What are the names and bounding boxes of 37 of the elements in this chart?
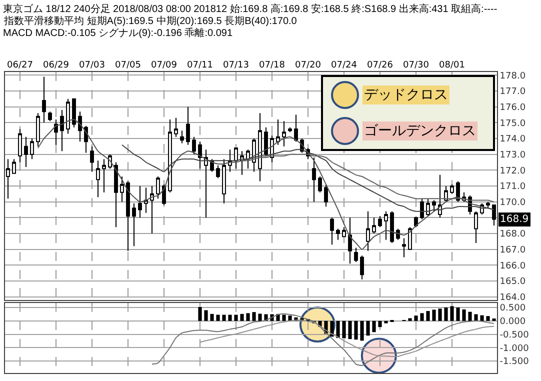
y-tick-label: 176.0: [500, 102, 526, 113]
y-tick-label: -1.000: [500, 344, 530, 354]
x-tick-label: 07/11: [187, 60, 213, 70]
x-tick-label: 06/27: [7, 60, 33, 70]
x-tick-label: 07/30: [403, 60, 430, 70]
x-tick-label: 07/03: [79, 60, 105, 70]
y-tick-label: -1.500: [500, 357, 530, 368]
y-tick-label: 170.0: [500, 198, 526, 208]
y-tick-label: 164.0: [500, 292, 526, 303]
y-tick-label: 171.0: [500, 182, 526, 192]
x-tick-label: 07/26: [367, 60, 394, 70]
y-tick-label: 175.0: [500, 118, 526, 129]
annotation: デッドクロス: [364, 87, 448, 103]
annotation: ゴールデンクロス: [364, 123, 476, 139]
y-tick-label: 178.0: [500, 71, 526, 82]
x-tick-label: 08/01: [439, 60, 465, 70]
y-tick-label: 177.0: [500, 87, 526, 98]
y-tick-label: 172.0: [500, 166, 526, 176]
chart-title: 東京ゴム 18/12 240分足 2018/08/03 08:00 201812 始:169.8 高:169.8 安:168.5 終:S168.9 出来高:431 取組高:----: [3, 3, 498, 15]
x-tick-label: 07/13: [223, 60, 249, 70]
y-tick-label: 173.0: [500, 150, 526, 160]
y-tick-label: 0.000: [500, 317, 526, 328]
y-tick-label: -0.500: [500, 330, 530, 340]
y-tick-label: 174.0: [500, 134, 526, 145]
x-tick-label: 07/24: [331, 60, 358, 70]
text: 168.9: [500, 214, 529, 225]
y-tick-label: 165.0: [500, 277, 526, 288]
x-tick-label: 07/20: [295, 60, 322, 70]
x-tick-label: 07/09: [151, 60, 178, 70]
x-tick-label: 06/29: [43, 60, 70, 70]
x-tick-label: 07/05: [115, 60, 141, 70]
y-tick-label: 168.0: [500, 230, 526, 240]
chart-subtitle: 指数平滑移動平均 短期A(5):169.5 中期(20):169.5 長期B(40):170.0 MACD MACD:-0.105 シグナル(9):-0.196 乖離:0.091: [3, 15, 298, 39]
y-tick-label: 167.0: [500, 245, 526, 256]
y-tick-label: 0.500: [500, 304, 526, 314]
y-tick-label: 166.0: [500, 261, 526, 272]
x-tick-label: 07/18: [259, 60, 286, 70]
